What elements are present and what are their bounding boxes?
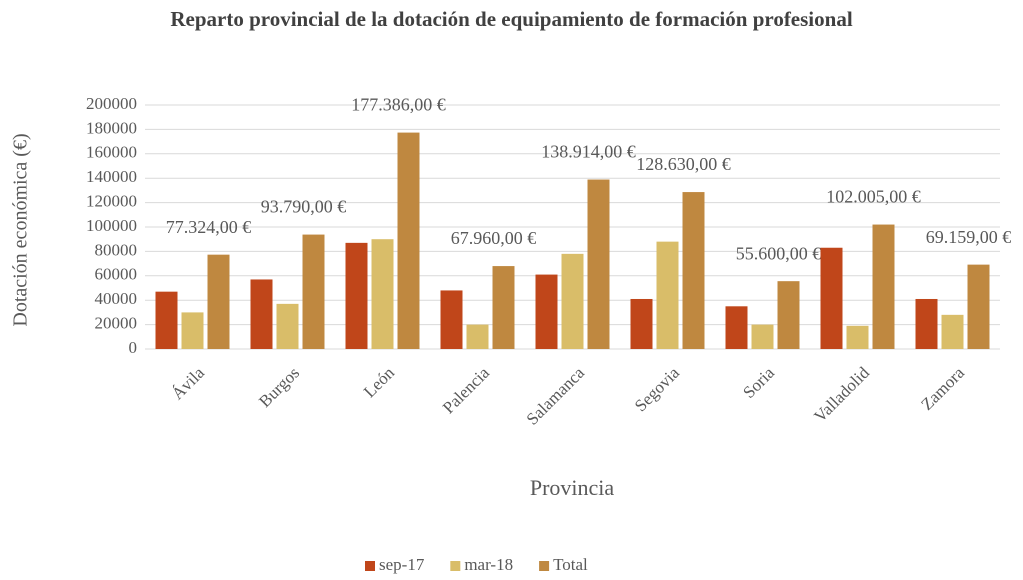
x-tick-label: León — [360, 363, 398, 401]
bar — [535, 274, 558, 349]
bar — [181, 312, 204, 349]
x-tick-label: Burgos — [255, 363, 303, 411]
y-tick-label: 120000 — [86, 192, 137, 211]
y-tick-label: 60000 — [95, 265, 138, 284]
bar — [751, 324, 774, 349]
data-label: 77.324,00 € — [166, 217, 252, 237]
bar — [682, 192, 705, 349]
legend-label: sep-17 — [379, 555, 425, 574]
x-tick-label: Valladolid — [810, 363, 873, 426]
bar — [302, 234, 325, 349]
data-label: 177.386,00 € — [351, 95, 446, 115]
x-axis-label: Provincia — [530, 475, 615, 500]
legend-label: mar-18 — [464, 555, 513, 574]
bar — [207, 254, 230, 349]
bar — [872, 224, 895, 349]
bar — [561, 253, 584, 349]
bar — [846, 325, 869, 349]
legend-swatch — [365, 561, 375, 571]
bar — [915, 298, 938, 349]
data-label: 128.630,00 € — [636, 154, 731, 174]
bar — [492, 266, 515, 349]
y-tick-label: 20000 — [95, 314, 138, 333]
x-tick-label: Salamanca — [523, 363, 589, 429]
bar — [941, 314, 964, 349]
x-tick-label: Ávila — [168, 363, 208, 403]
y-tick-label: 160000 — [86, 143, 137, 162]
y-tick-label: 200000 — [86, 94, 137, 113]
x-tick-label: Palencia — [439, 363, 493, 417]
bar — [656, 241, 679, 349]
legend-swatch — [539, 561, 550, 571]
bar — [466, 324, 489, 349]
bar — [155, 291, 178, 349]
chart-title: Reparto provincial de la dotación de equ… — [170, 7, 853, 31]
data-label: 102.005,00 € — [826, 187, 921, 207]
bar — [397, 132, 420, 349]
bar — [777, 281, 800, 349]
data-label: 138.914,00 € — [541, 142, 636, 162]
y-tick-label: 140000 — [86, 167, 137, 186]
bar — [587, 179, 610, 349]
data-label: 93.790,00 € — [261, 197, 347, 217]
y-tick-label: 80000 — [95, 240, 138, 259]
bar — [250, 279, 273, 349]
x-tick-label: Soria — [739, 363, 778, 402]
y-tick-label: 40000 — [95, 289, 138, 308]
x-tick-label: Zamora — [917, 363, 968, 414]
data-label: 67.960,00 € — [451, 228, 537, 248]
legend-swatch — [450, 561, 461, 571]
bar — [440, 290, 463, 349]
bar — [371, 239, 394, 349]
y-tick-label: 180000 — [86, 118, 137, 137]
bar — [630, 298, 653, 349]
data-label: 55.600,00 € — [736, 243, 822, 263]
y-tick-label: 100000 — [86, 216, 137, 235]
legend-label: Total — [553, 555, 588, 574]
bar — [820, 247, 843, 349]
data-label: 69.159,00 € — [926, 227, 1012, 247]
bar — [967, 264, 990, 349]
bar — [276, 303, 299, 349]
x-tick-label: Segovia — [631, 363, 683, 415]
bar — [725, 306, 748, 349]
bar — [345, 242, 368, 349]
y-axis-label: Dotación económica (€) — [10, 133, 32, 326]
y-tick-label: 0 — [129, 338, 138, 357]
